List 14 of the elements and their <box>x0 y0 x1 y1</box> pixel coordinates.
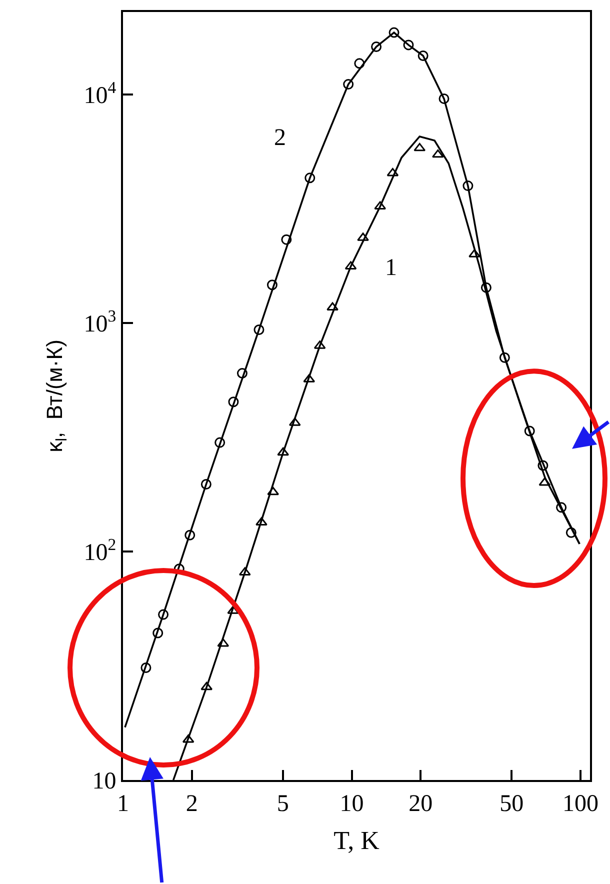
x-tick-label: 2 <box>186 790 198 817</box>
annotation: 2 <box>274 125 286 151</box>
x-tick-label: 50 <box>500 790 524 817</box>
x-tick-label: 5 <box>276 790 289 817</box>
y-tick-label: 10$^{4}$ <box>84 78 117 110</box>
x-tick-label: 20 <box>408 790 433 817</box>
y-tick-label: 10 <box>92 768 116 794</box>
x-tick-label: 100 <box>562 790 599 817</box>
x-tick-label: 10 <box>340 790 364 817</box>
y-tick-label: 10$^{3}$ <box>84 306 116 338</box>
y-tick-label: 10$^{2}$ <box>84 534 116 566</box>
x-tick-label: 1 <box>117 790 129 817</box>
x-axis-title: T, K <box>334 826 380 855</box>
annotation: 1 <box>385 255 397 281</box>
